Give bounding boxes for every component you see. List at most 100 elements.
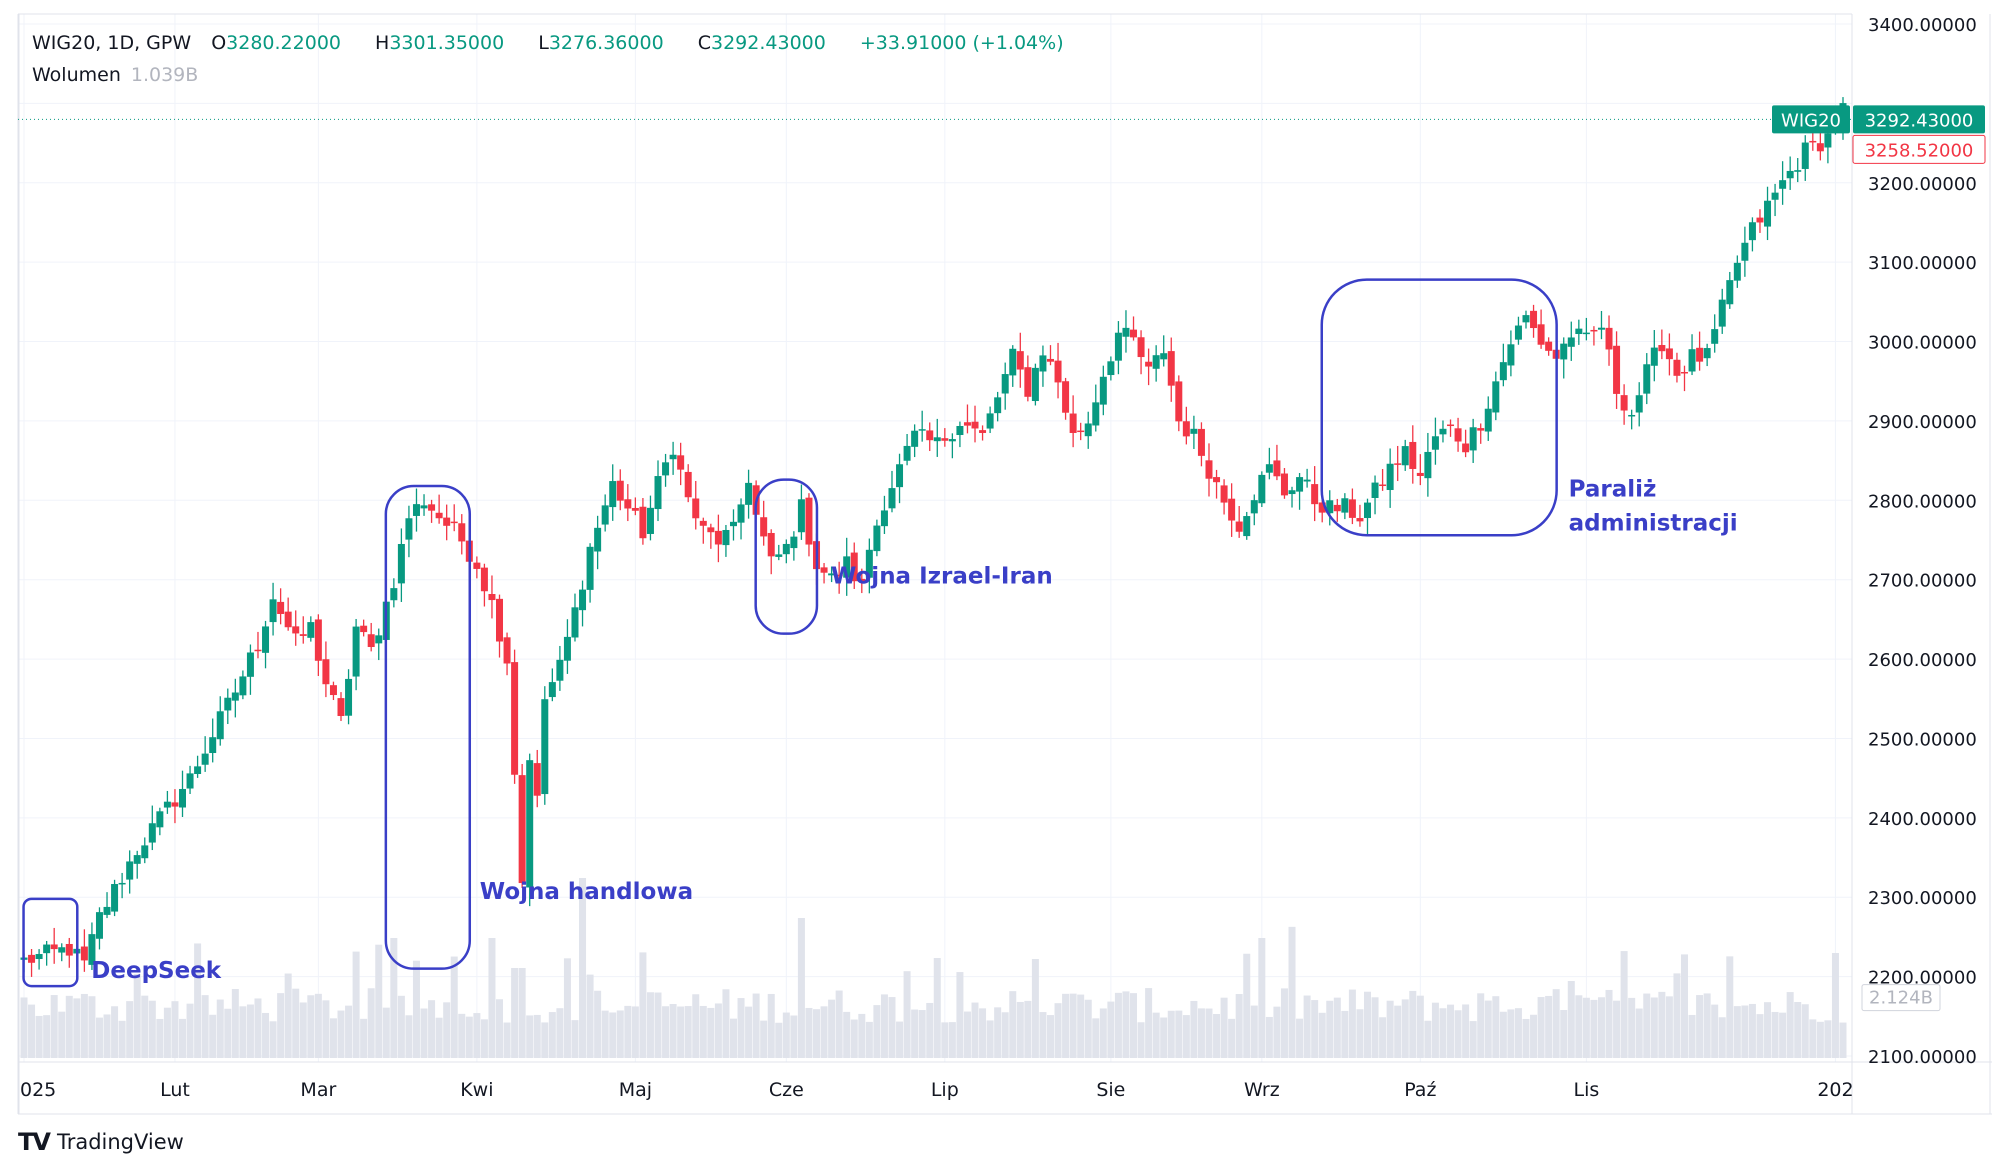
candle-up xyxy=(1711,329,1719,344)
candle-up xyxy=(571,607,579,638)
candle-up xyxy=(1824,133,1832,148)
candle-down xyxy=(435,512,443,519)
candle-up xyxy=(1726,280,1734,305)
candle-up xyxy=(397,543,405,584)
candle-up xyxy=(1009,348,1017,376)
candle-up xyxy=(1439,428,1447,435)
candle-down xyxy=(692,498,700,519)
candles xyxy=(20,97,1847,977)
volume-bar xyxy=(1235,994,1243,1058)
candle-up xyxy=(1575,328,1583,335)
candle-down xyxy=(367,634,375,648)
volume-bar xyxy=(1514,1008,1522,1058)
candle-down xyxy=(631,507,639,511)
candle-up xyxy=(903,445,911,461)
candle-up xyxy=(669,454,677,460)
candle-up xyxy=(307,622,315,638)
volume-bar xyxy=(1590,999,1598,1058)
volume-bar xyxy=(103,1014,111,1058)
volume-bar xyxy=(1658,991,1666,1058)
volume-legend[interactable]: Wolumen 1.039B xyxy=(32,64,198,86)
candle-down xyxy=(1696,347,1704,362)
candle-down xyxy=(1137,337,1145,358)
volume-bar xyxy=(141,995,149,1058)
candle-down xyxy=(1356,518,1364,522)
volume-bar xyxy=(760,1020,768,1058)
volume-bar xyxy=(737,998,745,1058)
candle-up xyxy=(375,635,383,644)
volume-bar xyxy=(662,1006,670,1058)
volume-bar xyxy=(1620,951,1628,1058)
candle-down xyxy=(941,438,949,441)
candle-up xyxy=(1039,355,1047,372)
volume-value: 1.039B xyxy=(130,64,199,86)
annotation-label: DeepSeek xyxy=(91,958,222,984)
last-price-badge xyxy=(1853,105,1985,134)
annotation-box xyxy=(22,897,79,988)
volume-bar xyxy=(314,993,322,1058)
y-tick-label: 3100.00000 xyxy=(1868,253,1977,274)
x-tick-label: Lis xyxy=(1573,1079,1599,1101)
volume-bar xyxy=(579,878,587,1058)
volume-bar xyxy=(850,1019,858,1058)
volume-bar xyxy=(541,1022,549,1058)
volume-bar xyxy=(1318,1012,1326,1058)
x-tick-label: Wrz xyxy=(1244,1079,1280,1101)
candle-up xyxy=(579,589,587,611)
volume-bar xyxy=(1439,1008,1447,1058)
volume-bar xyxy=(948,1022,956,1058)
candle-down xyxy=(1280,473,1288,496)
volume-bar xyxy=(1643,993,1651,1058)
candle-up xyxy=(722,529,730,546)
volume-bar xyxy=(1718,1017,1726,1058)
candle-up xyxy=(1779,180,1787,189)
annotation-box xyxy=(1320,278,1558,537)
candle-down xyxy=(1069,413,1077,433)
candle-down xyxy=(1379,484,1387,487)
candle-up xyxy=(865,549,873,578)
volume-bar xyxy=(1771,1011,1779,1058)
tradingview-brand[interactable]: TV TradingView xyxy=(18,1128,184,1156)
candle-down xyxy=(1673,359,1681,376)
candle-up xyxy=(828,573,836,576)
candle-down xyxy=(50,944,58,950)
volume-bar xyxy=(722,989,730,1058)
volume-bar xyxy=(963,1011,971,1058)
volume-bar xyxy=(1567,981,1575,1058)
candle-up xyxy=(1424,451,1432,479)
volume-bar xyxy=(1809,1019,1817,1058)
volume-bar xyxy=(714,1003,722,1058)
candle-up xyxy=(1801,142,1809,169)
candle-up xyxy=(880,510,888,527)
volume-bar xyxy=(1122,991,1130,1058)
y-tick-label: 3400.00000 xyxy=(1868,15,1977,36)
x-tick-label: Sie xyxy=(1096,1079,1125,1101)
volume-bar xyxy=(1333,997,1341,1058)
candle-up xyxy=(1703,348,1711,359)
candle-up xyxy=(405,518,413,540)
candle-down xyxy=(496,598,504,642)
last-price-label: 3292.43000 xyxy=(1865,110,1974,131)
candle-up xyxy=(186,773,194,789)
candle-down xyxy=(1228,498,1236,521)
candle-down xyxy=(835,574,843,577)
volume-bar xyxy=(443,1002,451,1058)
candle-up xyxy=(1296,477,1304,492)
candle-down xyxy=(677,455,685,470)
candle-down xyxy=(443,517,451,526)
high-value: 3301.35000 xyxy=(389,32,505,54)
candle-up xyxy=(594,527,602,552)
volume-bar xyxy=(1454,1010,1462,1058)
volume-bar xyxy=(677,1006,685,1058)
x-tick-label: 025 xyxy=(20,1079,56,1101)
candle-up xyxy=(1567,337,1575,347)
candle-up xyxy=(526,760,534,888)
volume-bar xyxy=(1160,1017,1168,1058)
volume-bar xyxy=(1228,1018,1236,1058)
candle-down xyxy=(820,567,828,573)
candle-up xyxy=(1514,325,1522,340)
symbol-label[interactable]: WIG20, 1D, GPW xyxy=(32,32,192,54)
volume-bar xyxy=(1688,1014,1696,1058)
volume-bar xyxy=(375,944,383,1058)
